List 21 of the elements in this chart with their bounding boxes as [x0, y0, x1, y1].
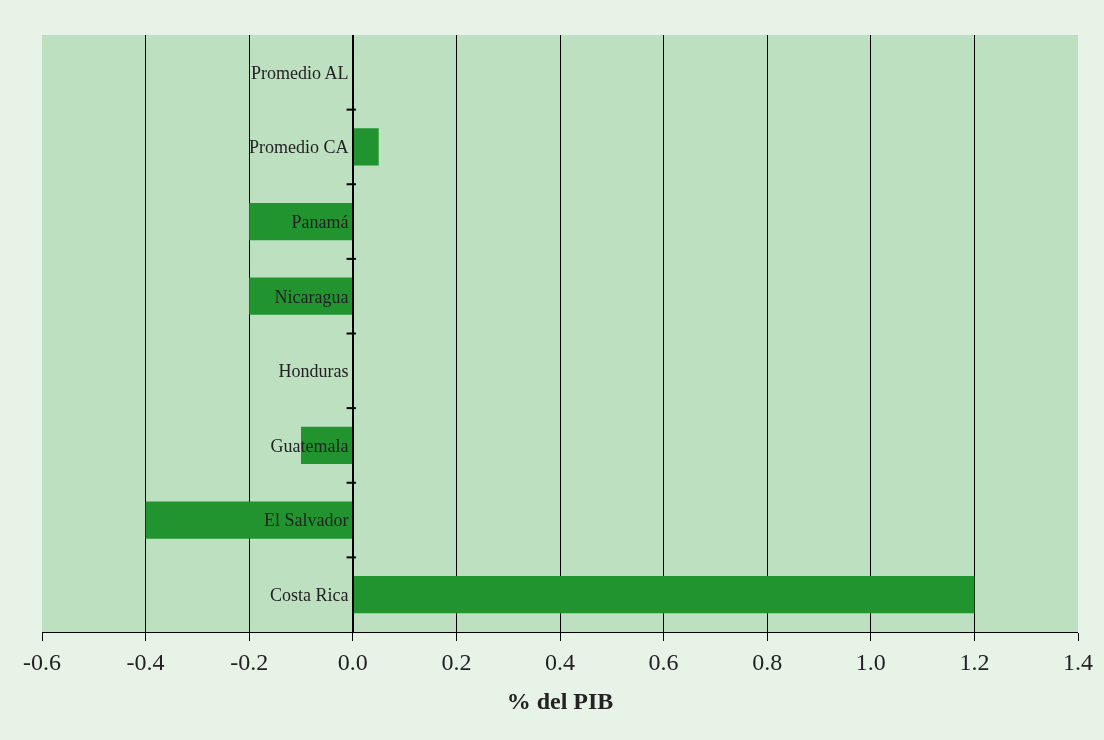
y-tick-label: Promedio AL	[250, 62, 349, 83]
x-tick-label: 0.0	[337, 648, 368, 675]
y-tick-label: Honduras	[278, 361, 349, 382]
y-tick-label: El Salvador	[263, 510, 349, 531]
x-tick-label: -0.4	[126, 648, 165, 675]
x-axis-title: % del PIB	[506, 688, 614, 715]
y-tick-label: Nicaragua	[274, 286, 349, 307]
y-tick-label: Panamá	[291, 211, 349, 232]
bar	[145, 501, 353, 539]
x-tick-label: 1.4	[1063, 648, 1093, 675]
x-tick-label: 0.8	[752, 648, 783, 675]
x-tick-label: -0.6	[23, 648, 61, 675]
x-tick-label: 0.6	[648, 648, 679, 675]
x-tick-label: 1.0	[855, 648, 886, 675]
x-tick-label: 1.2	[959, 648, 990, 675]
x-tick-label: 0.4	[545, 648, 575, 675]
x-tick-label: 0.2	[441, 648, 472, 675]
y-tick-label: Costa Rica	[269, 584, 349, 605]
bar	[352, 128, 379, 166]
x-tick-label: -0.2	[230, 648, 269, 675]
bar	[352, 576, 975, 614]
